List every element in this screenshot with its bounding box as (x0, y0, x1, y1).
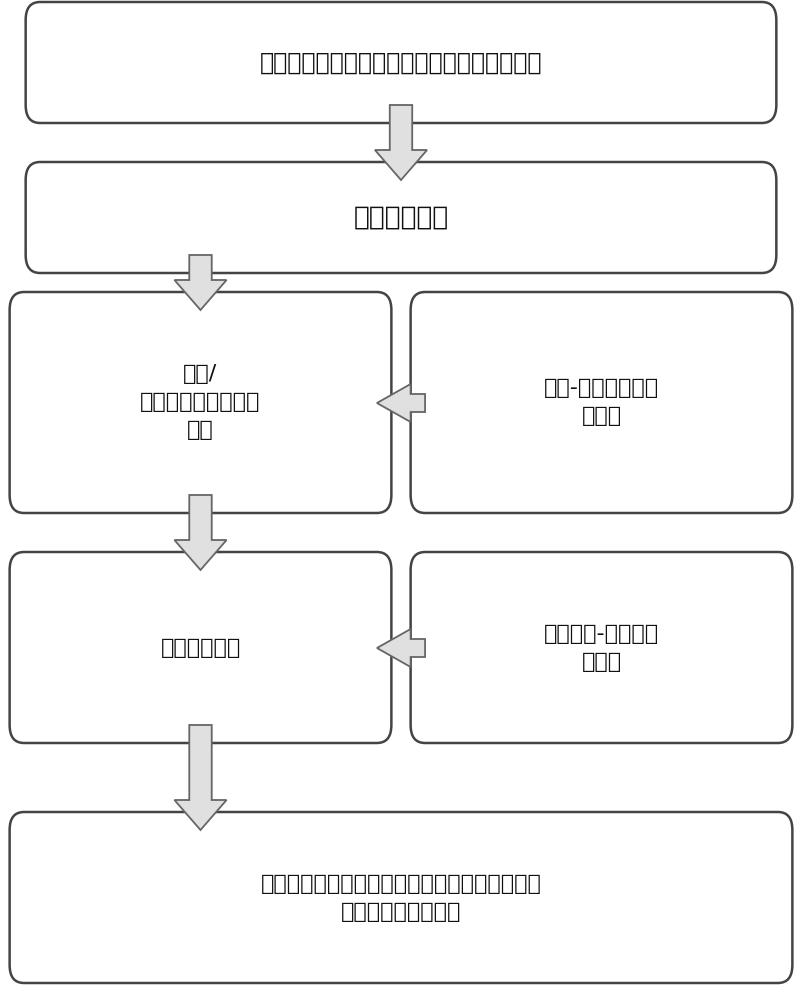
Text: 高斯噪声去除: 高斯噪声去除 (354, 205, 448, 231)
Text: 面向核军控核查的多通道源驱动噪声分析系统: 面向核军控核查的多通道源驱动噪声分析系统 (260, 50, 542, 75)
FancyBboxPatch shape (10, 292, 391, 513)
Text: 浓度-高阶谱相关标
定实验: 浓度-高阶谱相关标 定实验 (544, 378, 659, 426)
Polygon shape (175, 725, 226, 830)
FancyBboxPatch shape (411, 292, 792, 513)
FancyBboxPatch shape (10, 812, 792, 983)
Polygon shape (175, 495, 226, 570)
Polygon shape (175, 255, 226, 310)
Polygon shape (377, 629, 425, 667)
FancyBboxPatch shape (10, 552, 391, 743)
Text: 浓度/
反应性敏感度提升及
判断: 浓度/ 反应性敏感度提升及 判断 (140, 364, 261, 440)
Polygon shape (375, 105, 427, 180)
FancyBboxPatch shape (411, 552, 792, 743)
Polygon shape (377, 384, 425, 422)
Text: 几何特征-高阶谱标
定实验: 几何特征-高阶谱标 定实验 (544, 624, 659, 672)
Text: 几何特征获得: 几何特征获得 (160, 638, 241, 658)
Text: 基于高阶统计量信号处理分析的源驱动式未知核
部件多参数获取方法: 基于高阶统计量信号处理分析的源驱动式未知核 部件多参数获取方法 (261, 874, 541, 922)
FancyBboxPatch shape (26, 162, 776, 273)
FancyBboxPatch shape (26, 2, 776, 123)
